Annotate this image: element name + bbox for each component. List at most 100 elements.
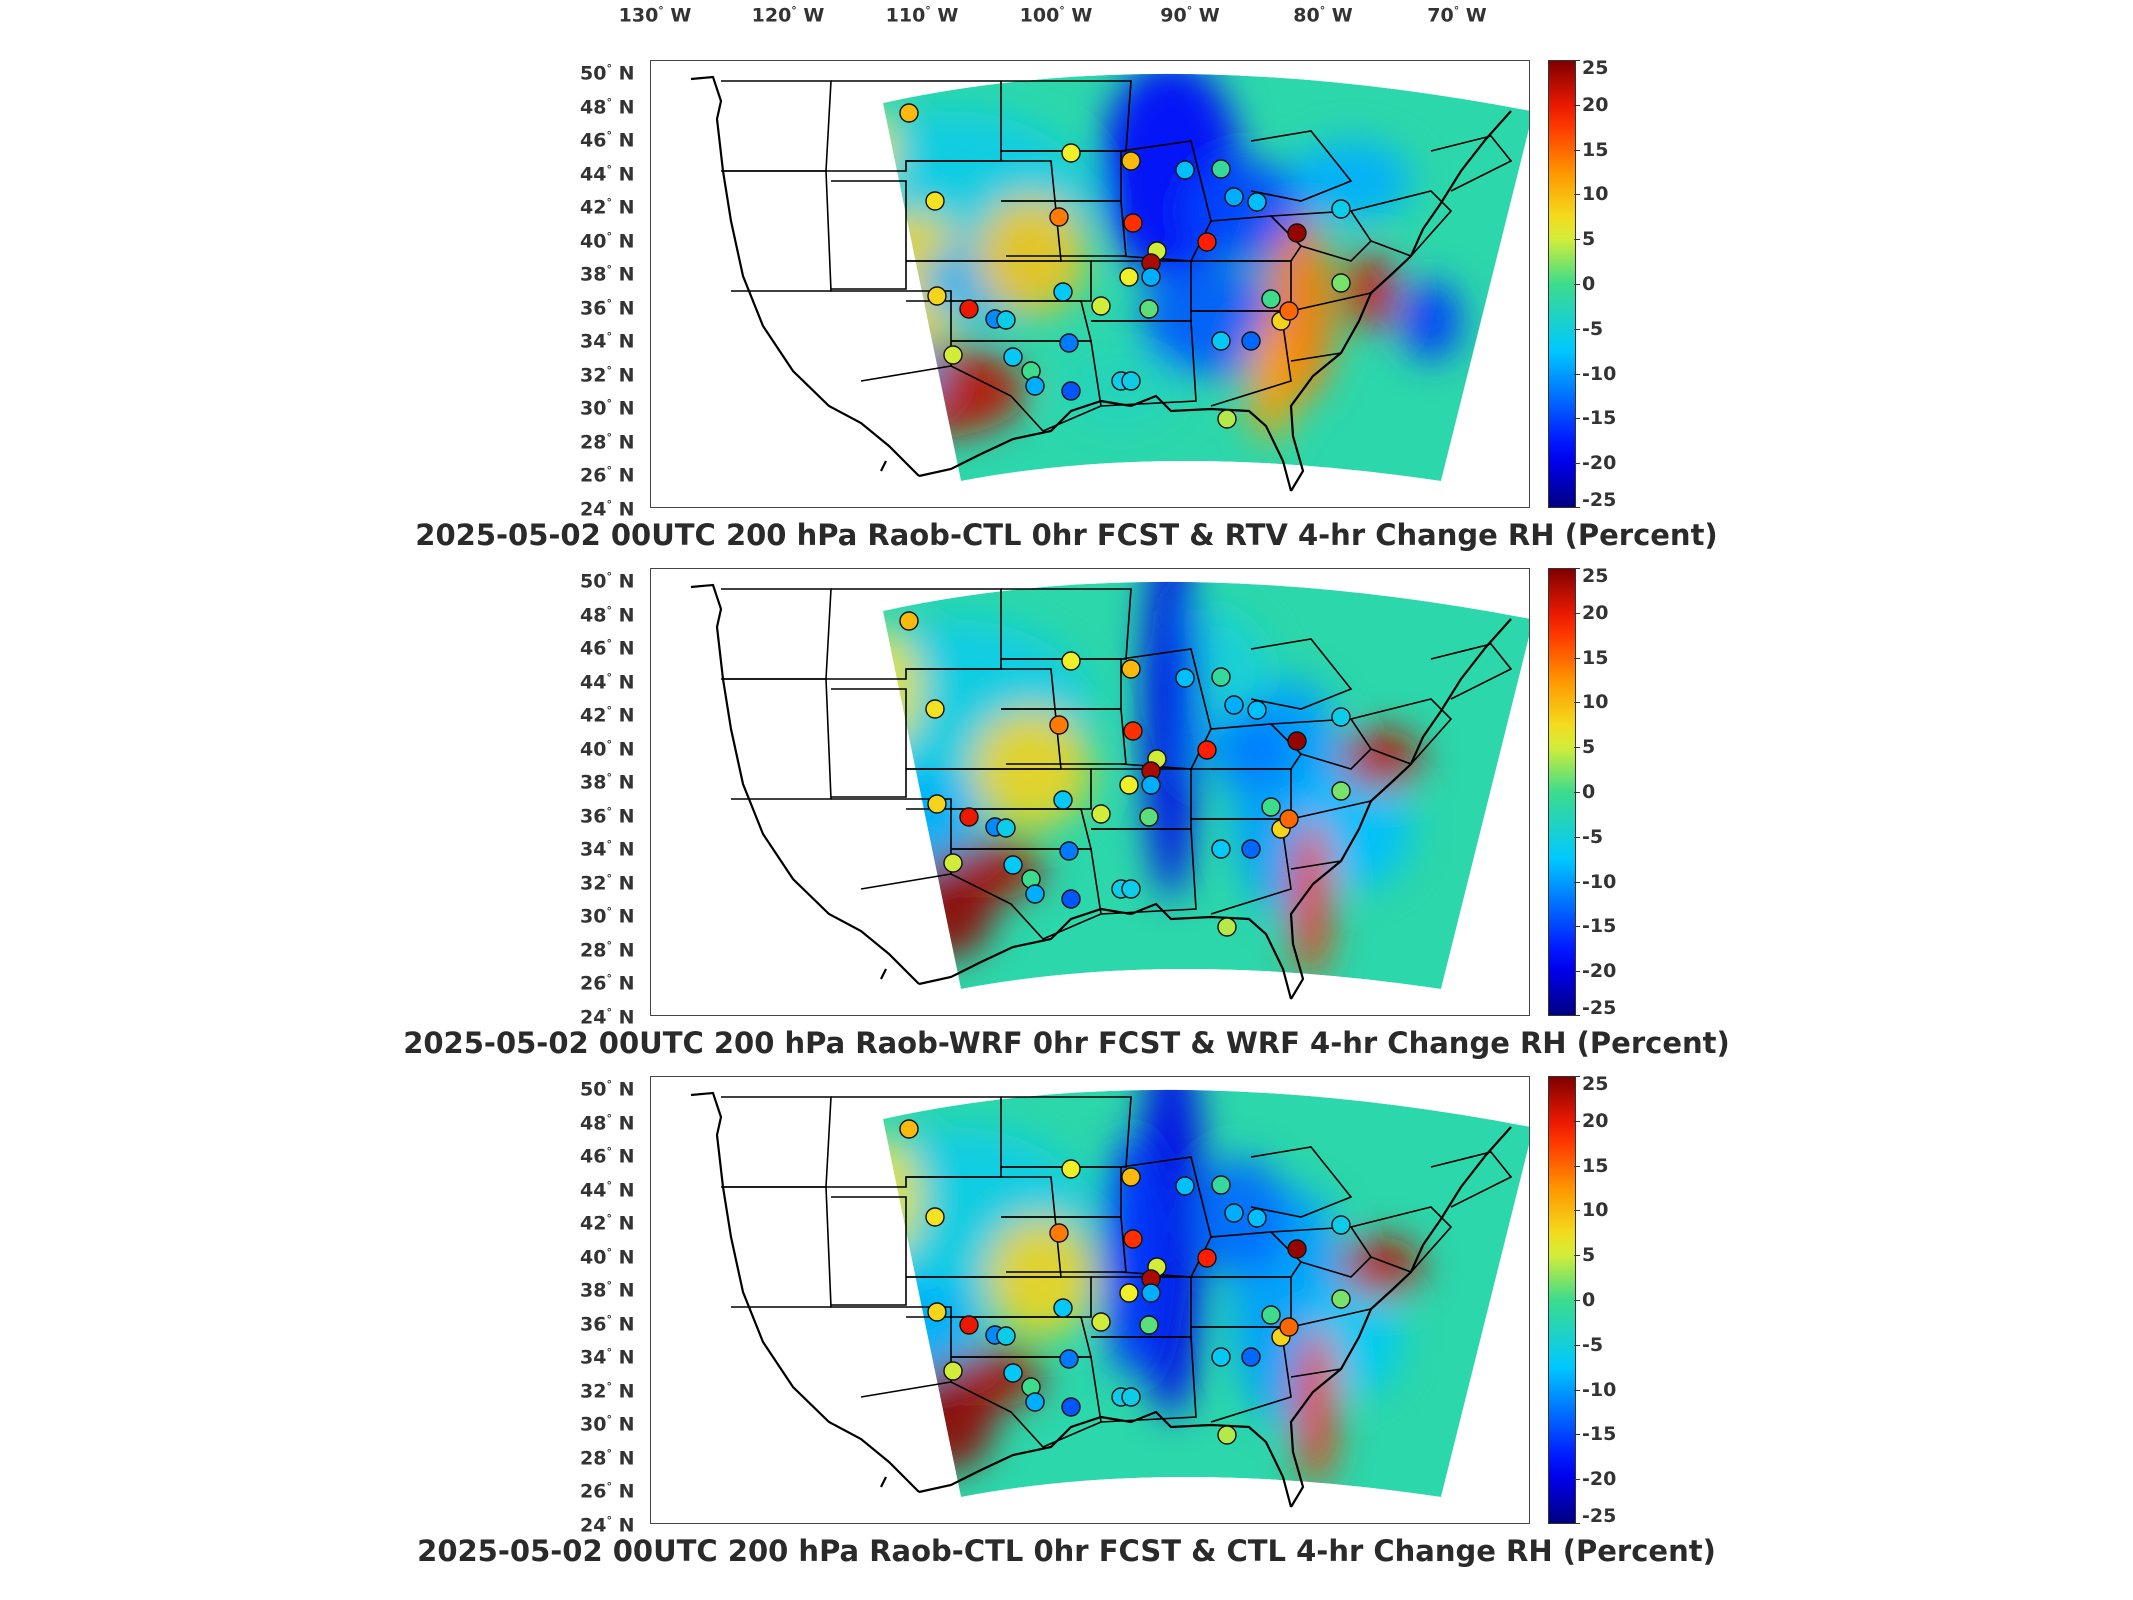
latitude-label: 30° N bbox=[580, 1413, 635, 1436]
colorbar-tick-mark bbox=[1574, 1255, 1580, 1257]
state-boundary bbox=[831, 180, 907, 290]
state-boundary bbox=[1250, 1146, 1353, 1218]
colorbar-tick-label: -10 bbox=[1582, 870, 1617, 893]
colorbar-tick-mark bbox=[1574, 971, 1580, 973]
raob-station-marker bbox=[1141, 1283, 1161, 1303]
colorbar-tick-mark bbox=[1574, 792, 1580, 793]
colorbar-tick-label: 15 bbox=[1582, 646, 1609, 669]
rh-change-field bbox=[883, 581, 1529, 989]
latitude-label: 46° N bbox=[580, 1145, 635, 1168]
map-frame bbox=[650, 60, 1530, 508]
colorbar-tick-mark bbox=[1574, 702, 1580, 704]
latitude-label: 28° N bbox=[580, 1446, 635, 1469]
colorbar-tick-mark bbox=[1574, 418, 1580, 420]
raob-station-marker bbox=[1025, 376, 1045, 396]
field-blob bbox=[1211, 709, 1291, 789]
latitude-label: 32° N bbox=[580, 871, 635, 894]
latitude-label: 46° N bbox=[580, 637, 635, 660]
raob-station-marker bbox=[1211, 331, 1231, 351]
raob-station-marker bbox=[1121, 1167, 1141, 1187]
colorbar-tick-label: -15 bbox=[1582, 1423, 1617, 1446]
raob-station-marker bbox=[1091, 1312, 1111, 1332]
raob-station-marker bbox=[927, 794, 947, 814]
map-panel: 2025-05-02 00UTC 200 hPa Raob-CTL 0hr FC… bbox=[0, 1073, 2133, 1584]
field-blob bbox=[1341, 1237, 1421, 1297]
raob-station-marker bbox=[1261, 1305, 1281, 1325]
state-boundary bbox=[721, 588, 832, 680]
raob-station-marker bbox=[1091, 296, 1111, 316]
raob-station-marker bbox=[1059, 1349, 1079, 1369]
state-boundary bbox=[831, 290, 952, 382]
latitude-label: 42° N bbox=[580, 1212, 635, 1235]
raob-station-marker bbox=[996, 818, 1016, 838]
raob-station-marker bbox=[1091, 804, 1111, 824]
colorbar bbox=[1548, 1076, 1576, 1524]
colorbar-tick-label: -5 bbox=[1582, 825, 1604, 848]
state-boundary bbox=[723, 1186, 832, 1308]
latitude-label: 46° N bbox=[580, 129, 635, 152]
raob-station-marker bbox=[1139, 807, 1159, 827]
raob-station-marker bbox=[1224, 695, 1244, 715]
raob-station-marker bbox=[1287, 223, 1307, 243]
latitude-label: 26° N bbox=[580, 972, 635, 995]
colorbar-tick-mark bbox=[1574, 284, 1580, 285]
state-boundary bbox=[831, 1196, 907, 1306]
raob-station-marker bbox=[943, 1361, 963, 1381]
raob-station-marker bbox=[1261, 797, 1281, 817]
field-blob bbox=[1341, 729, 1421, 789]
state-boundary bbox=[1091, 1336, 1197, 1423]
raob-station-marker bbox=[1053, 282, 1073, 302]
colorbar-tick-mark bbox=[1574, 747, 1580, 749]
raob-station-marker bbox=[959, 807, 979, 827]
colorbar-tick-label: 25 bbox=[1582, 565, 1609, 587]
latitude-label: 24° N bbox=[580, 1005, 635, 1028]
latitude-label: 34° N bbox=[580, 1346, 635, 1369]
colorbar-tick-mark bbox=[1574, 1344, 1580, 1346]
latitude-label: 24° N bbox=[580, 497, 635, 520]
raob-station-marker bbox=[1121, 879, 1141, 899]
raob-station-marker bbox=[1003, 347, 1023, 367]
raob-station-marker bbox=[1217, 917, 1237, 937]
map-panel: 2025-05-02 00UTC 200 hPa Raob-CTL 0hr FC… bbox=[0, 57, 2133, 568]
latitude-label: 28° N bbox=[580, 430, 635, 453]
raob-station-marker bbox=[1121, 1387, 1141, 1407]
map-canvas bbox=[690, 581, 1529, 1000]
state-boundary bbox=[721, 1096, 832, 1188]
latitude-label: 50° N bbox=[580, 62, 635, 85]
field-blob bbox=[1346, 251, 1396, 331]
latitude-label: 50° N bbox=[580, 1078, 635, 1101]
colorbar-tick-mark bbox=[1574, 568, 1580, 569]
raob-station-marker bbox=[1059, 841, 1079, 861]
colorbar-tick-label: -25 bbox=[1582, 997, 1617, 1019]
colorbar-tick-mark bbox=[1574, 239, 1580, 241]
longitude-label: 80° W bbox=[1293, 4, 1353, 27]
raob-station-marker bbox=[1061, 889, 1081, 909]
longitude-label: 90° W bbox=[1160, 4, 1220, 27]
state-boundary bbox=[1191, 310, 1292, 407]
state-boundary bbox=[723, 170, 832, 292]
raob-station-marker bbox=[899, 611, 919, 631]
colorbar-tick-label: -10 bbox=[1582, 362, 1617, 385]
raob-station-marker bbox=[1025, 884, 1045, 904]
raob-station-marker bbox=[1241, 331, 1261, 351]
raob-station-marker bbox=[1331, 707, 1351, 727]
raob-station-marker bbox=[996, 1326, 1016, 1346]
colorbar-tick-label: -15 bbox=[1582, 407, 1617, 430]
colorbar-tick-label: -20 bbox=[1582, 1468, 1617, 1491]
raob-station-marker bbox=[1197, 740, 1217, 760]
raob-station-marker bbox=[1049, 1223, 1069, 1243]
field-blob bbox=[1191, 161, 1311, 261]
latitude-label: 42° N bbox=[580, 196, 635, 219]
colorbar-tick-label: 15 bbox=[1582, 1154, 1609, 1177]
state-boundary bbox=[1001, 200, 1127, 257]
state-boundary bbox=[1191, 1326, 1292, 1423]
latitude-label: 34° N bbox=[580, 330, 635, 353]
raob-station-marker bbox=[1331, 1289, 1351, 1309]
raob-station-marker bbox=[943, 853, 963, 873]
latitude-label: 40° N bbox=[580, 737, 635, 760]
state-boundary bbox=[1430, 643, 1513, 700]
panel-title: 2025-05-02 00UTC 200 hPa Raob-CTL 0hr FC… bbox=[415, 518, 1718, 552]
colorbar-tick-label: 0 bbox=[1582, 1289, 1596, 1311]
colorbar-tick-mark bbox=[1574, 926, 1580, 928]
coastline bbox=[690, 583, 1512, 1000]
